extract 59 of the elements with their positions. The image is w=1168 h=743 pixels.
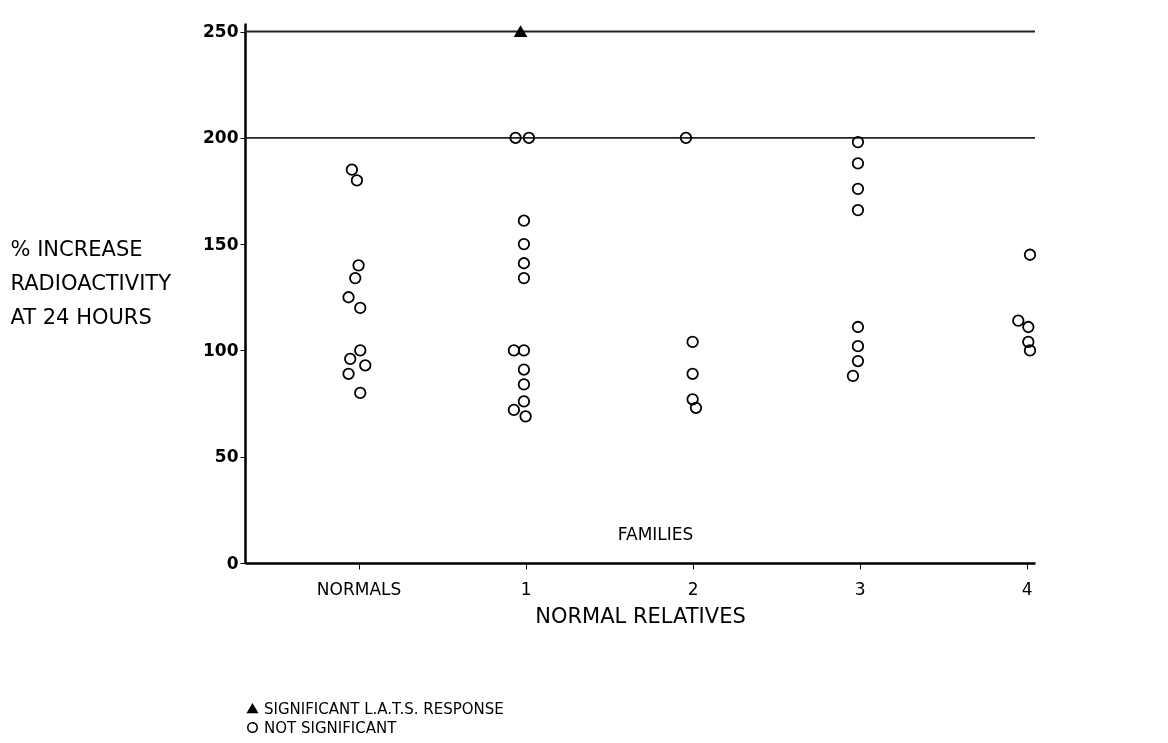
y-tick-label: 100 xyxy=(203,339,239,360)
point xyxy=(517,237,531,251)
point xyxy=(689,401,703,414)
y-tick-label: 50 xyxy=(214,446,239,467)
x-tick-label: 3 xyxy=(854,578,866,599)
point xyxy=(507,403,521,417)
point xyxy=(517,214,531,227)
legend-label: SIGNIFICANT L.A.T.S. RESPONSE xyxy=(264,699,504,718)
y-tick-label: 200 xyxy=(203,127,239,148)
point xyxy=(344,352,357,366)
point xyxy=(509,131,522,144)
point xyxy=(517,378,531,391)
point xyxy=(851,135,865,149)
point xyxy=(354,301,367,315)
point xyxy=(352,259,365,272)
point xyxy=(345,163,359,176)
point xyxy=(517,344,531,357)
point xyxy=(686,393,699,406)
point xyxy=(519,410,532,423)
point xyxy=(517,257,531,270)
point xyxy=(1023,344,1037,357)
point xyxy=(517,363,531,376)
point xyxy=(349,271,362,285)
point xyxy=(851,203,865,217)
point xyxy=(517,395,531,408)
y-tick-label: 150 xyxy=(203,233,239,254)
x-tick-label: 4 xyxy=(1021,578,1033,599)
x-tick-label: 1 xyxy=(520,578,532,599)
point xyxy=(354,386,367,400)
point xyxy=(851,354,865,368)
point xyxy=(359,359,372,372)
annotation: FAMILIES xyxy=(617,524,694,544)
point xyxy=(1012,314,1025,327)
y-tick-label: 250 xyxy=(203,21,239,41)
point xyxy=(851,182,865,195)
point xyxy=(507,344,521,357)
x-axis-title: NORMAL RELATIVES xyxy=(535,603,746,628)
point xyxy=(851,157,865,170)
point xyxy=(846,369,860,383)
point xyxy=(1022,335,1035,349)
point xyxy=(679,131,693,144)
point xyxy=(350,174,364,187)
point xyxy=(342,367,355,380)
point xyxy=(1022,320,1035,334)
y-axis-title: % INCREASE RADIOACTIVITY AT 24 HOURS xyxy=(10,237,172,330)
point xyxy=(851,320,865,334)
point xyxy=(1023,248,1037,261)
point xyxy=(517,271,531,285)
point xyxy=(686,335,699,349)
point xyxy=(851,340,865,353)
y-tick-label: 0 xyxy=(226,552,239,573)
point xyxy=(342,291,355,304)
x-tick-label: 2 xyxy=(687,578,699,599)
point xyxy=(514,26,527,37)
legend-label: NOT SIGNIFICANT xyxy=(264,718,398,737)
x-tick-label: NORMALS xyxy=(316,578,402,599)
point xyxy=(354,344,367,357)
point xyxy=(686,367,699,380)
point xyxy=(522,131,536,144)
